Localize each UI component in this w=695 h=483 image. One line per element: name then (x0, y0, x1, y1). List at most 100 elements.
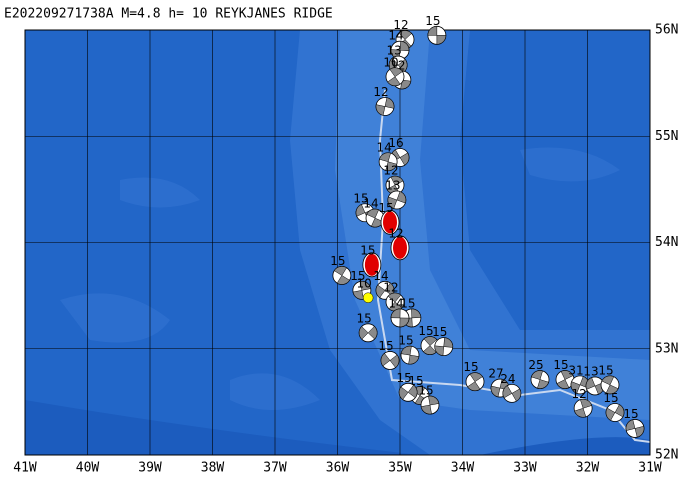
compression-quadrant (387, 191, 407, 209)
depth-label: 15 (330, 254, 345, 268)
focal-mechanism (555, 370, 575, 389)
depth-label: 15 (603, 391, 618, 405)
focal-mechanism (390, 235, 410, 261)
focal-mechanism (378, 152, 398, 172)
compression-quadrant (502, 385, 522, 402)
depth-label: 15 (418, 324, 433, 338)
compression-quadrant (556, 370, 574, 389)
compression-quadrant (400, 345, 420, 365)
focal-mechanism (420, 395, 440, 415)
depth-label: 14 (388, 296, 403, 310)
depth-label: 13 (583, 364, 598, 378)
focal-mechanism (390, 308, 410, 328)
depth-label: 31 (568, 363, 583, 377)
focal-mechanism (427, 25, 447, 45)
lat-tick-label: 52N (655, 448, 678, 463)
depth-label: 24 (500, 372, 515, 386)
depth-label: 14 (363, 197, 378, 211)
focal-mechanism (380, 209, 400, 235)
focal-mechanism (390, 40, 410, 60)
focal-mechanism (332, 266, 352, 285)
depth-label: 12 (383, 164, 398, 178)
lon-tick-label: 39W (138, 461, 162, 476)
focal-mechanism (605, 403, 625, 422)
depth-label: 15 (350, 269, 365, 283)
focal-mechanism (380, 351, 400, 370)
compression-quadrant (422, 336, 438, 355)
depth-label: 13 (386, 44, 401, 58)
beachball (362, 292, 374, 303)
depth-label: 15 (356, 311, 371, 325)
focal-mechanism (502, 383, 522, 403)
focal-mechanism (465, 372, 485, 392)
lon-tick-label: 31W (638, 461, 662, 476)
lon-tick-label: 40W (76, 461, 100, 476)
depth-label: 15 (360, 243, 375, 257)
depth-label: 12 (571, 387, 586, 401)
compression-quadrant (625, 419, 645, 438)
focal-mechanism (387, 190, 407, 210)
depth-label: 15 (425, 14, 440, 28)
focal-mechanism (434, 337, 454, 357)
depth-label: 15 (398, 334, 413, 348)
focal-mechanism (358, 323, 378, 343)
focal-mechanism (365, 208, 385, 228)
focal-mechanism (400, 345, 420, 365)
focal-mechanism (385, 67, 405, 87)
focal-mechanism (375, 97, 395, 116)
depth-label: 15 (378, 339, 393, 353)
depth-label: 15 (400, 296, 415, 310)
focal-mechanism (625, 419, 645, 438)
compression-quadrant (333, 266, 350, 285)
compression-quadrant (379, 152, 398, 171)
compression-quadrant (605, 404, 625, 421)
compression-quadrant (383, 211, 397, 234)
compression-quadrant (467, 372, 483, 391)
lon-tick-label: 37W (263, 461, 287, 476)
compression-quadrant (531, 370, 549, 389)
depth-label: 15 (463, 360, 478, 374)
focal-mechanism (362, 252, 382, 278)
lon-tick-label: 33W (513, 461, 537, 476)
depth-label: 15 (598, 363, 613, 377)
focal-mechanism (420, 336, 440, 355)
focal-mechanism (362, 292, 374, 303)
compression-quadrant (380, 352, 400, 368)
depth-label: 14 (373, 269, 388, 283)
compression-quadrant (364, 253, 379, 276)
lat-tick-label: 56N (655, 23, 678, 38)
depth-label: 12 (388, 226, 403, 240)
depth-label: 10 (356, 276, 371, 290)
lon-tick-label: 35W (388, 461, 412, 476)
lon-tick-label: 34W (451, 461, 475, 476)
compression-quadrant (390, 308, 410, 328)
depth-label: 15 (353, 191, 368, 205)
depth-label: 15 (378, 201, 393, 215)
depth-label: 14 (388, 29, 403, 43)
compression-quadrant (434, 337, 453, 356)
depth-label: 15 (396, 371, 411, 385)
depth-label: 13 (385, 179, 400, 193)
compression-quadrant (393, 236, 407, 259)
lat-tick-label: 53N (655, 341, 678, 356)
depth-label: 15 (432, 325, 447, 339)
compression-quadrant (427, 26, 447, 45)
compression-quadrant (387, 67, 403, 86)
depth-label: 10 (383, 55, 398, 69)
focal-mechanism (398, 382, 418, 402)
depth-label: 15 (418, 384, 433, 398)
compression-quadrant (574, 399, 593, 418)
lon-tick-label: 41W (13, 461, 37, 476)
depth-label: 15 (623, 407, 638, 421)
depth-label: 27 (488, 367, 503, 381)
depth-label: 16 (388, 136, 403, 150)
compression-quadrant (358, 325, 378, 340)
depth-label: 12 (383, 281, 398, 295)
depth-label: 12 (393, 18, 408, 32)
compression-quadrant (420, 395, 440, 415)
lat-tick-label: 54N (655, 235, 678, 250)
lat-tick-label: 55N (655, 129, 678, 144)
lon-tick-label: 32W (576, 461, 600, 476)
